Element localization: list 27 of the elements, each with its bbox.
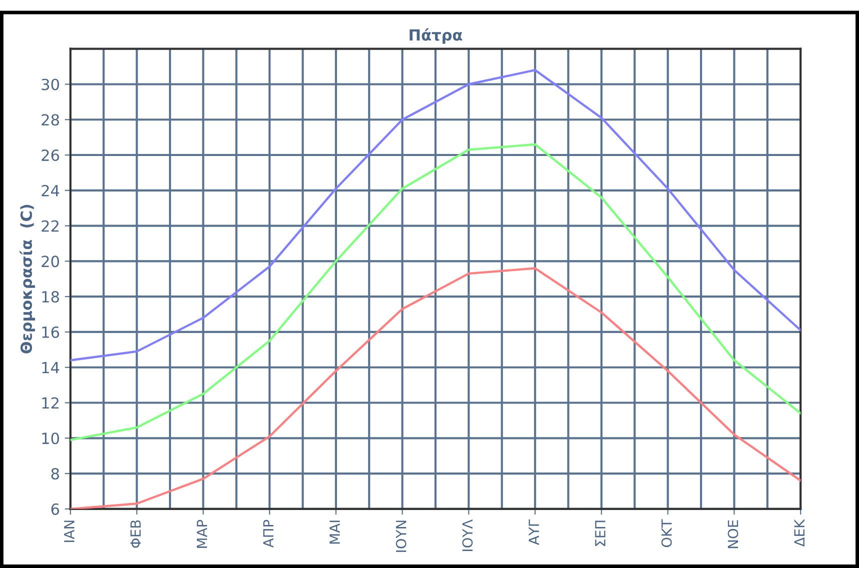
y-tick-label: 20 <box>42 256 60 268</box>
x-tick-label: ΔΕΚ <box>794 519 804 547</box>
x-tick-label: ΜΑΙ <box>330 520 340 544</box>
x-tick-label: ΙΟΥΛ <box>462 519 473 551</box>
y-tick-label: 6 <box>51 503 60 515</box>
y-tick-label: 14 <box>42 362 60 374</box>
x-tick-label: ΟΚΤ <box>661 519 672 548</box>
x-tick-label: ΜΑΡ <box>196 520 208 548</box>
y-tick-label: 12 <box>42 397 58 409</box>
x-tick-label: ΣΕΠ <box>595 520 606 546</box>
chart-title: Πάτρα <box>410 28 462 44</box>
y-tick-label: 8 <box>51 468 59 480</box>
y-tick-label: 26 <box>42 149 60 162</box>
x-tick-label: ΝΟΕ <box>728 520 738 548</box>
x-tick-label: ΑΠΡ <box>263 520 274 548</box>
y-tick-label: 16 <box>42 326 60 338</box>
y-tick-label: 10 <box>42 432 60 444</box>
y-axis-title: Θερμοκρασία (C) <box>20 204 36 354</box>
x-tick-label: ΙΟΥΝ <box>396 520 406 552</box>
y-tick-label: 28 <box>42 114 59 126</box>
y-tick-label: 30 <box>42 78 60 90</box>
y-tick-label: 24 <box>42 184 60 196</box>
y-tick-label: 18 <box>42 291 59 303</box>
x-tick-label: IAN <box>64 520 74 542</box>
x-tick-label: ΑΥΓ <box>528 519 539 545</box>
y-tick-label: 22 <box>42 220 58 232</box>
x-tick-label: ΦΕΒ <box>130 520 141 548</box>
